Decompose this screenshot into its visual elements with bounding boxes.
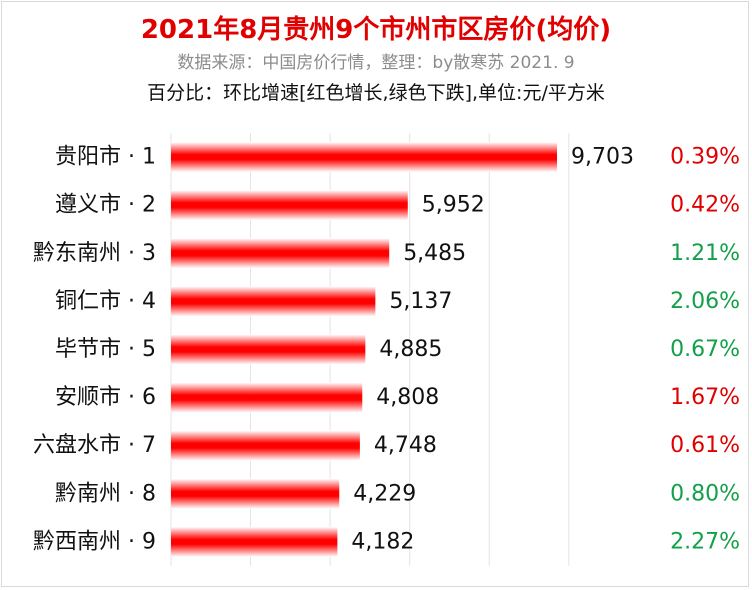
change-label: 0.39% — [670, 145, 740, 170]
category-label: 安顺市 · 6 — [55, 385, 156, 410]
bar — [171, 526, 338, 557]
value-label: 4,885 — [379, 337, 442, 362]
change-label: 0.42% — [670, 193, 740, 218]
value-label: 5,952 — [422, 193, 485, 218]
chart-title: 2021年8月贵州9个市州市区房价(均价) — [140, 15, 612, 45]
category-label: 铜仁市 · 4 — [55, 289, 156, 314]
value-label: 9,703 — [571, 145, 634, 170]
bar — [171, 190, 408, 221]
value-label: 4,808 — [376, 385, 439, 410]
category-label: 遵义市 · 2 — [55, 193, 156, 218]
bar — [171, 430, 360, 461]
change-label: 1.67% — [670, 385, 740, 410]
category-labels: 贵阳市 · 1 遵义市 · 2 黔东南州 · 3 铜仁市 · 4 毕节市 · 5 安顺市 … — [33, 145, 156, 555]
category-label: 黔西南州 · 9 — [33, 529, 156, 554]
value-label: 4,229 — [353, 481, 416, 506]
bar — [171, 382, 363, 413]
bar — [171, 142, 557, 173]
category-label: 贵阳市 · 1 — [55, 145, 156, 170]
bars — [171, 142, 557, 557]
chart-note: 百分比：环比增速[红色增长,绿色下跌],单位:元/平方米 — [147, 82, 605, 104]
value-labels: 9,703 5,952 5,485 5,137 4,885 4,808 4,748 4,229… — [351, 145, 634, 555]
change-label: 0.67% — [670, 337, 740, 362]
bar — [171, 238, 390, 269]
value-label: 5,137 — [389, 289, 452, 314]
chart-subtitle: 数据来源：中国房价行情，整理：by散寒苏 2021. 9 — [177, 53, 575, 73]
bar — [171, 334, 366, 365]
change-labels: 0.39% 0.42% 1.21% 2.06% 0.67% 1.67% 0.61% 0.80%… — [670, 145, 740, 555]
value-label: 5,485 — [403, 241, 466, 266]
change-label: 0.80% — [670, 481, 740, 506]
category-label: 毕节市 · 5 — [55, 337, 156, 362]
value-label: 4,748 — [374, 433, 437, 458]
bar — [171, 286, 376, 317]
change-label: 1.21% — [670, 241, 740, 266]
bar — [171, 478, 340, 509]
change-label: 2.06% — [670, 289, 740, 314]
category-label: 六盘水市 · 7 — [33, 433, 156, 458]
category-label: 黔东南州 · 3 — [33, 241, 156, 266]
change-label: 0.61% — [670, 433, 740, 458]
value-label: 4,182 — [351, 529, 414, 554]
change-label: 2.27% — [670, 529, 740, 554]
category-label: 黔南州 · 8 — [55, 481, 156, 506]
